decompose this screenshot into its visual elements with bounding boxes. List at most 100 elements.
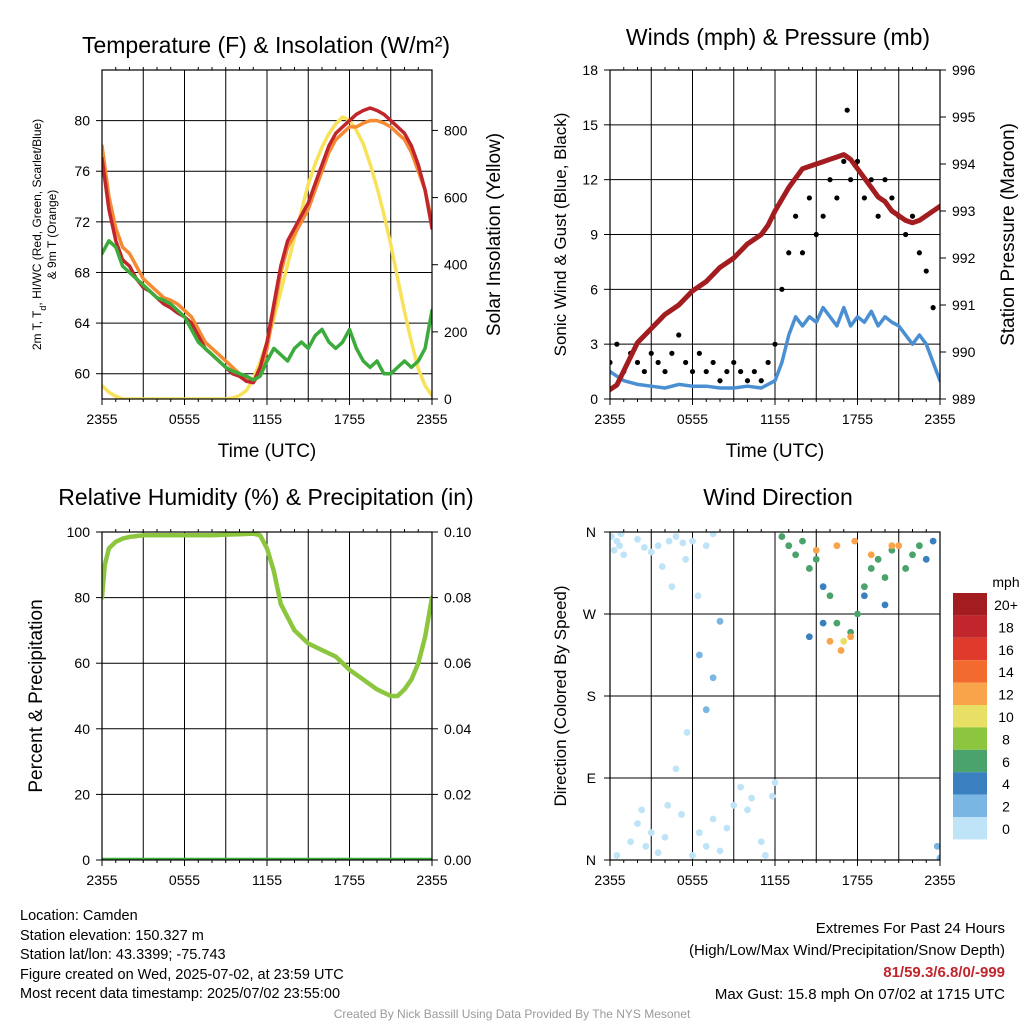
direction-point xyxy=(661,833,669,841)
y2-tick-label: 990 xyxy=(952,344,976,360)
direction-point xyxy=(672,533,680,540)
recent-data-timestamp: Most recent data timestamp: 2025/07/02 2… xyxy=(20,986,341,1003)
direction-point xyxy=(689,852,696,859)
colorbar-label: 2 xyxy=(1002,799,1010,815)
chart-rh: Relative Humidity (%) & Precipitation (i… xyxy=(26,484,474,888)
y2-axis-label: Station Pressure (Maroon) xyxy=(998,123,1019,346)
colorbar-label: 8 xyxy=(1002,731,1010,747)
colorbar-swatch xyxy=(953,772,987,795)
series-line-0 xyxy=(102,115,432,399)
gust-point xyxy=(669,350,675,356)
gust-point xyxy=(848,177,854,183)
y2-tick-label: 0 xyxy=(444,391,452,407)
chart-wind: Winds (mph) & Pressure (mb) 2355 0555 1155 1… xyxy=(551,24,1019,462)
y2-tick-label: 800 xyxy=(444,122,468,138)
x-tick-label: 1155 xyxy=(252,411,282,427)
direction-point xyxy=(689,537,696,545)
extremes-title: Extremes For Past 24 Hours xyxy=(815,920,1005,937)
direction-point xyxy=(785,542,793,550)
y2-tick-label: 0.06 xyxy=(444,655,471,671)
plot-frame xyxy=(101,69,433,400)
colorbar-swatch xyxy=(953,615,987,638)
gust-point xyxy=(889,195,895,201)
direction-point xyxy=(709,532,717,538)
gust-point xyxy=(676,332,682,338)
colorbar: mph 20+ 18 16 14 12 10 8 6 4 2 0 xyxy=(953,574,1020,840)
x-tick-label: 0555 xyxy=(169,872,200,888)
gust-point xyxy=(717,378,723,384)
direction-point xyxy=(867,551,875,559)
direction-point xyxy=(683,729,691,736)
y-axis-label: Sonic Wind & Gust (Blue, Black) xyxy=(551,113,570,357)
gust-point xyxy=(779,286,785,292)
gust-point xyxy=(648,350,654,356)
direction-point xyxy=(709,674,717,682)
gust-point xyxy=(641,368,647,375)
chart-winddir: Wind Direction 2355 0555 1155 1755 2355 N E S W N D… xyxy=(551,484,1020,888)
gust-point xyxy=(751,368,757,375)
direction-point xyxy=(744,806,751,814)
x-tick-label: 2355 xyxy=(924,872,955,888)
y2-tick-label: 991 xyxy=(952,297,976,313)
direction-point xyxy=(665,537,673,545)
gust-point xyxy=(844,107,850,113)
colorbar-swatch xyxy=(953,682,987,705)
colorbar-swatch xyxy=(953,727,987,750)
direction-point xyxy=(888,542,896,550)
x-tick-label: 1755 xyxy=(842,872,873,888)
y2-tick-label: 994 xyxy=(952,156,976,172)
y2-tick-label: 0.08 xyxy=(444,590,471,606)
colorbar-label: 6 xyxy=(1002,754,1010,770)
y2-tick-label: 400 xyxy=(444,257,468,273)
y-tick-label: 0 xyxy=(82,852,90,868)
colorbar-label: 0 xyxy=(1002,821,1010,837)
gust-point xyxy=(703,368,709,375)
direction-point xyxy=(679,539,687,547)
direction-point xyxy=(819,619,827,627)
x-tick-label: 2355 xyxy=(416,411,447,427)
x-tick-label: 2355 xyxy=(594,411,625,427)
x-axis-label: Time (UTC) xyxy=(726,441,825,462)
x-tick-label: 2355 xyxy=(594,872,625,888)
gust-point xyxy=(854,158,861,164)
gust-point xyxy=(634,359,641,366)
direction-point xyxy=(702,706,710,714)
gust-point xyxy=(868,177,874,183)
x-tick-label: 0555 xyxy=(169,411,200,427)
direction-point xyxy=(702,542,710,550)
x-tick-label: 0555 xyxy=(677,872,708,888)
colorbar-swatch xyxy=(953,637,987,661)
y2-tick-label: 200 xyxy=(444,324,468,340)
gust-point xyxy=(731,359,737,366)
y-tick-label: 100 xyxy=(67,524,91,540)
gust-point xyxy=(710,359,716,366)
gust-point xyxy=(930,305,936,311)
direction-point xyxy=(860,592,868,600)
direction-point xyxy=(768,792,776,800)
gust-point xyxy=(875,213,881,219)
direction-point xyxy=(634,820,641,827)
direction-point xyxy=(616,542,624,550)
direction-point xyxy=(799,537,806,545)
direction-point xyxy=(909,551,916,559)
direction-point xyxy=(840,637,848,645)
x-tick-label: 1755 xyxy=(334,872,365,888)
direction-point xyxy=(933,842,940,850)
x-tick-label: 2355 xyxy=(416,872,447,888)
gust-point xyxy=(916,250,922,256)
plot-area xyxy=(102,532,432,860)
direction-point xyxy=(695,651,703,659)
gust-point xyxy=(799,250,806,256)
colorbar-swatch xyxy=(953,705,987,728)
y-tick-label: 80 xyxy=(74,590,90,606)
direction-point xyxy=(716,617,724,625)
y-tick-label: 18 xyxy=(582,62,598,78)
y2-tick-label: 995 xyxy=(952,109,976,125)
direction-point xyxy=(867,565,875,572)
direction-point xyxy=(642,842,650,850)
y-tick-label: 6 xyxy=(590,281,598,297)
direction-point xyxy=(613,852,621,859)
direction-point xyxy=(668,583,676,591)
chart-title: Winds (mph) & Pressure (mb) xyxy=(626,24,930,50)
